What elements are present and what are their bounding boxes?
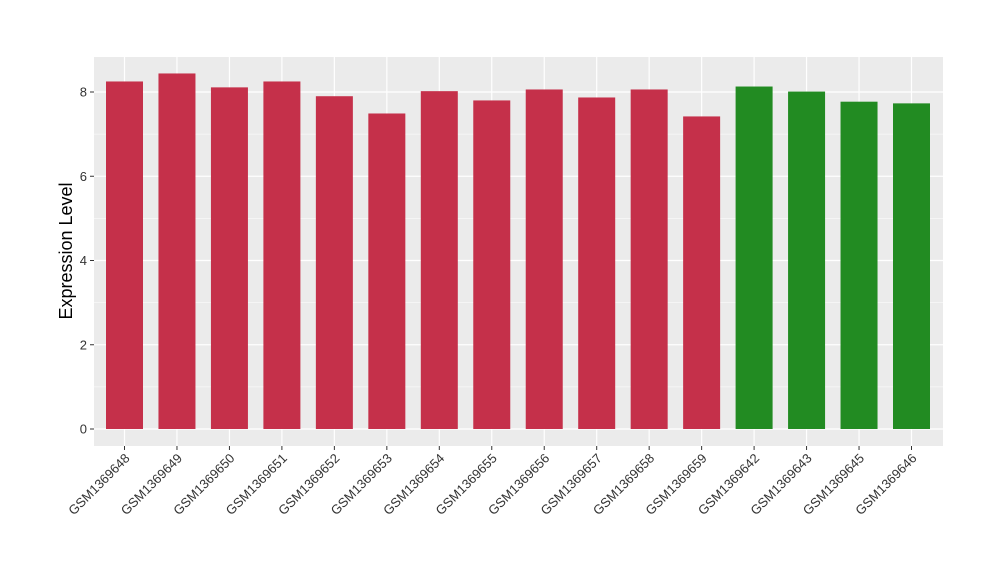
y-axis-label: Expression Level	[56, 182, 76, 319]
bar-GSM1369643	[788, 91, 826, 430]
x-axis: GSM1369648GSM1369649GSM1369650GSM1369651…	[65, 446, 920, 518]
bar-GSM1369652	[315, 96, 353, 430]
bar-GSM1369658	[630, 89, 668, 429]
bar-GSM1369645	[840, 101, 878, 429]
bar-GSM1369650	[210, 87, 248, 430]
bar-GSM1369656	[525, 89, 563, 429]
y-tick-label: 2	[80, 337, 87, 352]
y-tick-label: 6	[80, 169, 87, 184]
bar-GSM1369657	[578, 97, 616, 429]
y-tick-label: 4	[80, 253, 87, 268]
bar-GSM1369659	[683, 116, 721, 430]
bar-GSM1369648	[106, 81, 143, 429]
bar-GSM1369654	[420, 91, 458, 429]
bars	[106, 73, 930, 430]
y-tick-label: 8	[80, 85, 87, 100]
bar-GSM1369653	[368, 113, 406, 429]
y-tick-label: 0	[80, 422, 87, 437]
bar-GSM1369642	[735, 86, 773, 430]
bar-GSM1369655	[473, 100, 511, 430]
bar-GSM1369651	[263, 81, 301, 429]
y-axis: 0 2 4 6 8	[80, 85, 94, 437]
bar-GSM1369646	[893, 103, 930, 429]
bar-GSM1369649	[158, 73, 196, 429]
